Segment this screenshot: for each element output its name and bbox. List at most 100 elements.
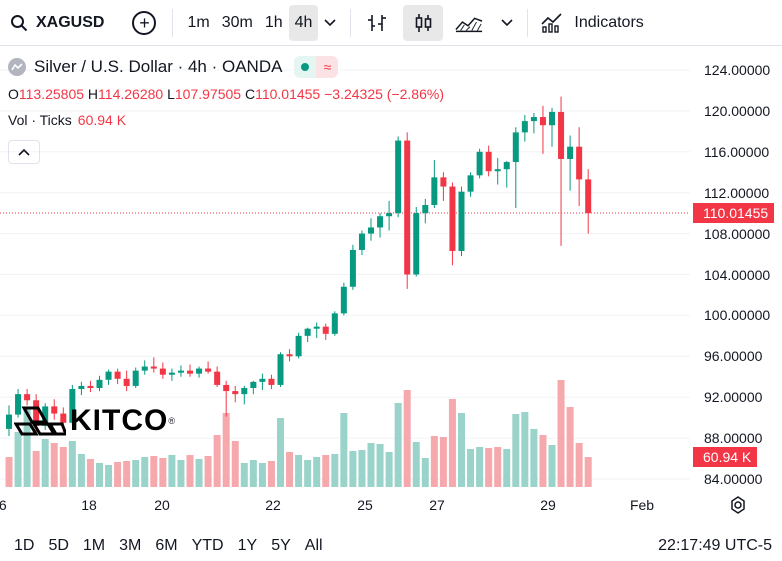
volume-bar (448, 399, 456, 487)
divider (172, 8, 174, 37)
market-status-badge[interactable]: ≈ (294, 56, 339, 78)
timezone-clock[interactable]: 22:17:49 UTC-5 (658, 537, 772, 554)
range-1m-button[interactable]: 1M (82, 536, 106, 554)
candle (177, 365, 184, 377)
candle-body (512, 132, 519, 163)
candle-body (313, 326, 320, 329)
time-tick-label: 20 (154, 497, 170, 513)
price-tick-label: 112.00000 (704, 184, 770, 201)
candle-body (123, 378, 130, 386)
volume-bar (204, 456, 212, 487)
legend-title-row[interactable]: Silver / U.S. Dollar · 4h · OANDA ≈ (8, 56, 444, 78)
candle (503, 161, 510, 188)
area-style-button[interactable] (449, 5, 489, 41)
candle-body (386, 213, 393, 217)
candle (159, 362, 166, 379)
candle (268, 374, 275, 390)
range-1d-button[interactable]: 1D (14, 536, 35, 554)
low-value: 107.97505 (174, 86, 242, 102)
candle (232, 385, 239, 403)
candle (530, 112, 537, 134)
interval-1h-button[interactable]: 1h (264, 13, 283, 31)
time-tick-label: 22 (265, 497, 281, 513)
bar-style-button[interactable] (359, 5, 395, 41)
candle-body (277, 354, 284, 385)
candle (422, 198, 429, 224)
kitco-watermark: KITCO ® (14, 404, 175, 438)
interval-4h-button[interactable]: 4h (288, 4, 319, 41)
symbol-search[interactable]: XAGUSD (0, 0, 104, 46)
interval-30m-button[interactable]: 30m (221, 13, 253, 31)
range-3m-button[interactable]: 3M (119, 536, 142, 554)
candle-body (530, 117, 537, 122)
time-tick-label: 16 (0, 497, 7, 513)
candle (485, 145, 492, 177)
time-tick-label: 25 (357, 497, 373, 513)
range-all-button[interactable]: All (304, 536, 323, 554)
range-5d-button[interactable]: 5D (48, 536, 69, 554)
price-chart[interactable] (0, 46, 690, 492)
range-5y-button[interactable]: 5Y (271, 536, 291, 554)
ohlc-values: O113.25805 H114.26280 L107.97505 C110.01… (8, 86, 444, 102)
interval-1m-button[interactable]: 1m (187, 13, 210, 31)
candle-body (159, 368, 166, 375)
candle (549, 107, 555, 147)
compare-add-icon[interactable]: + (132, 10, 157, 35)
volume-legend[interactable]: Vol · Ticks 60.94 K (8, 112, 444, 128)
chart-legend: Silver / U.S. Dollar · 4h · OANDA ≈ O113… (8, 56, 444, 128)
volume-bar (5, 457, 13, 487)
candle-body (358, 233, 365, 250)
volume-bar (59, 447, 67, 487)
candle-body (476, 151, 483, 176)
candles-style-button[interactable] (403, 4, 444, 41)
candle (558, 96, 565, 246)
candle-body (368, 227, 374, 234)
indicators-button[interactable]: Indicators (536, 5, 649, 41)
volume-bar (14, 432, 22, 487)
volume-bar (286, 452, 294, 487)
candle (585, 169, 592, 234)
candle (404, 132, 411, 289)
candle (449, 182, 456, 266)
time-axis[interactable]: 16 18 20 22 25 27 29 Feb (0, 492, 690, 516)
settings-gear-icon[interactable] (728, 495, 748, 515)
volume-bar (177, 460, 185, 487)
candle-body (404, 140, 411, 275)
candle (96, 375, 103, 392)
search-icon (11, 14, 28, 31)
open-label: O (8, 86, 19, 102)
range-1y-button[interactable]: 1Y (237, 536, 258, 554)
interval-dropdown-button[interactable] (318, 5, 342, 41)
chart-type-dropdown-button[interactable] (495, 5, 519, 41)
volume-bar (267, 461, 275, 487)
volume-bar (566, 407, 574, 487)
candle-body (24, 394, 31, 401)
low-label: L (167, 86, 175, 102)
candle-body (467, 175, 474, 192)
candle-body (87, 385, 94, 388)
candle-body (340, 286, 347, 314)
volume-bar (331, 454, 339, 487)
volume-bar (385, 452, 393, 487)
price-axis[interactable]: 124.00000 120.00000 116.00000 112.00000 108.… (690, 46, 782, 492)
close-label: C (244, 86, 256, 102)
volume-bar (530, 429, 538, 487)
candle-body (96, 379, 103, 388)
collapse-legend-button[interactable] (8, 140, 40, 164)
range-ytd-button[interactable]: YTD (191, 536, 224, 554)
candle (223, 380, 230, 417)
volume-bar (50, 443, 58, 487)
candle-body (377, 216, 384, 228)
candle-body (259, 378, 266, 382)
candle-body (78, 385, 85, 390)
candle-body (187, 370, 193, 374)
candle (250, 380, 257, 395)
volume-bar (96, 463, 103, 487)
range-6m-button[interactable]: 6M (155, 536, 178, 554)
volume-bar (575, 443, 583, 487)
volume-bar (213, 435, 221, 487)
candle-body (558, 111, 565, 159)
volume-bar (494, 447, 502, 487)
volume-value: 60.94 K (77, 112, 127, 128)
volume-bar (41, 439, 49, 487)
